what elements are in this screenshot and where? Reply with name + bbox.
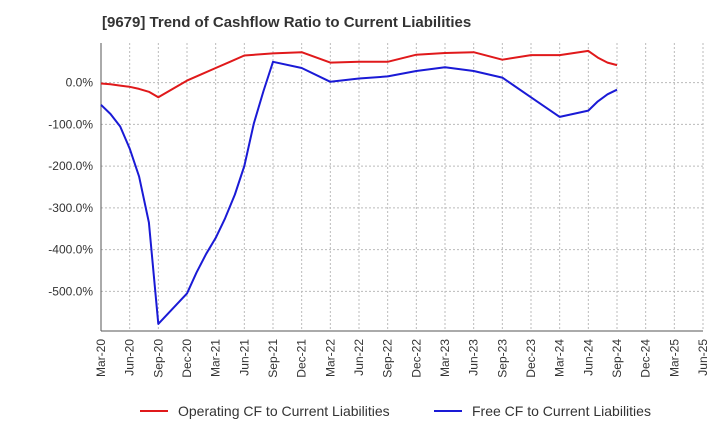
y-tick-label: -500.0% (48, 284, 93, 298)
x-tick-label: Dec-23 (524, 339, 538, 378)
x-tick-label: Jun-22 (352, 339, 366, 376)
legend-label-operating: Operating CF to Current Liabilities (178, 403, 390, 419)
y-tick-label: -400.0% (48, 243, 93, 257)
x-tick-label: Mar-25 (667, 339, 681, 377)
x-tick-label: Sep-23 (495, 339, 509, 378)
operating-cf-line (100, 49, 618, 99)
chart-title: [9679] Trend of Cashflow Ratio to Curren… (102, 14, 472, 31)
x-tick-label: Mar-20 (94, 339, 108, 377)
x-tick-label: Dec-21 (295, 339, 309, 378)
legend-swatch-free (434, 410, 462, 412)
grid-lines (101, 43, 704, 331)
x-tick-label: Jun-20 (123, 339, 137, 376)
legend-swatch-operating (140, 410, 168, 412)
y-tick-label: -100.0% (48, 117, 93, 131)
series-lines (100, 49, 618, 325)
x-tick-label: Mar-22 (323, 339, 337, 377)
x-tick-label: Dec-22 (409, 339, 423, 378)
legend-item-operating: Operating CF to Current Liabilities (140, 403, 390, 419)
x-tick-label: Jun-24 (581, 339, 595, 376)
legend-item-free: Free CF to Current Liabilities (434, 403, 651, 419)
x-tick-label: Mar-21 (209, 339, 223, 377)
chart-axes (100, 43, 703, 332)
x-tick-label: Mar-24 (553, 339, 567, 377)
x-tick-label: Dec-24 (639, 339, 653, 378)
x-tick-label: Sep-20 (151, 339, 165, 378)
x-tick-label: Mar-23 (438, 339, 452, 377)
x-tick-label: Jun-23 (467, 339, 481, 376)
x-tick-label: Jun-25 (696, 339, 710, 376)
legend-label-free: Free CF to Current Liabilities (472, 403, 651, 419)
y-tick-label: 0.0% (66, 76, 94, 90)
y-tick-label: -200.0% (48, 159, 93, 173)
legend: Operating CF to Current Liabilities Free… (0, 403, 720, 427)
free-cf-line (100, 60, 618, 325)
x-tick-label: Sep-21 (266, 339, 280, 378)
x-tick-label: Jun-21 (237, 339, 251, 376)
x-tick-label: Sep-24 (610, 339, 624, 378)
chart-area: 0.0%-100.0%-200.0%-300.0%-400.0%-500.0% … (48, 43, 710, 378)
y-tick-label: -300.0% (48, 201, 93, 215)
x-axis-ticks: Mar-20 Jun-20 Sep-20 Dec-20 Mar-21 Jun-21 Sep-… (94, 339, 710, 378)
y-axis-ticks: 0.0% -100.0% -200.0% -300.0% -400.0% -500.0% (48, 76, 93, 299)
x-tick-label: Sep-22 (381, 339, 395, 378)
x-tick-label: Dec-20 (180, 339, 194, 378)
